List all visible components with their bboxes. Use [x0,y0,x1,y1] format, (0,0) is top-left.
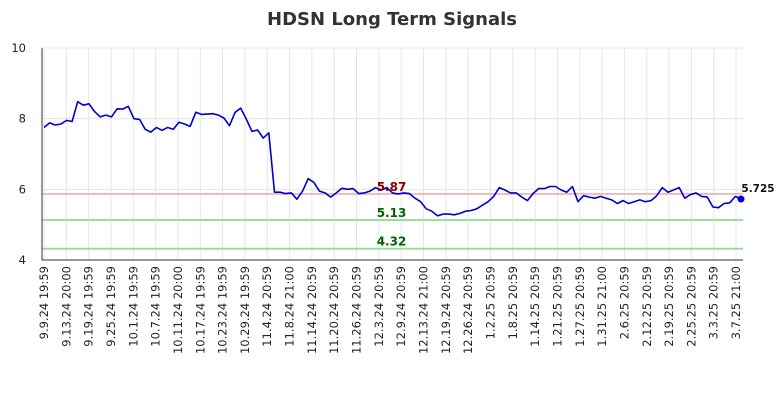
x-tick-label: 1.2.25 20:59 [483,266,497,339]
x-tick-label: 9.13.24 20:00 [59,266,73,347]
x-tick-label: 12.3.24 20:59 [372,266,386,347]
x-tick-labels: 9.9.24 19:59 9.13.24 20:00 9.19.24 19:59 9.… [37,266,743,354]
x-tick-label: 10.29.24 19:59 [238,266,252,354]
x-tick-label: 10.7.24 19:59 [149,266,163,347]
y-tick-label: 4 [19,253,26,267]
y-tick-labels: 4 6 8 10 [11,41,26,267]
x-tick-label: 1.14.25 20:59 [528,266,542,347]
grid-lines [42,47,743,261]
x-tick-label: 9.9.24 19:59 [37,266,51,339]
signal-label: 4.32 [377,235,407,249]
x-tick-label: 3.7.25 21:00 [729,266,743,339]
x-tick-label: 12.19.24 20:59 [439,266,453,354]
x-tick-label: 2.19.25 20:59 [662,266,676,347]
x-tick-label: 11.20.24 20:59 [327,266,341,354]
x-tick-label: 2.25.25 20:59 [684,266,698,347]
x-tick-label: 10.17.24 19:59 [193,266,207,354]
x-tick-label: 11.26.24 20:59 [350,266,364,354]
annotations: 5.87 5.13 4.32 5.725 [377,180,775,249]
x-tick-label: 11.14.24 20:59 [305,266,319,354]
x-tick-label: 1.8.25 20:59 [506,266,520,339]
x-tick-label: 2.6.25 20:59 [617,266,631,339]
x-tick-label: 11.4.24 20:59 [260,266,274,347]
signal-lines [42,193,743,250]
x-tick-label: 10.11.24 20:00 [171,266,185,354]
x-tick-label: 12.26.24 20:59 [461,266,475,354]
series-line [43,100,742,217]
signal-label: 5.87 [377,180,407,194]
price-series [43,100,745,217]
x-tick-label: 10.1.24 19:59 [126,266,140,347]
x-tick-label: 12.9.24 20:59 [394,266,408,347]
x-tick-label: 10.23.24 19:59 [216,266,230,354]
x-tick-label: 2.12.25 20:59 [640,266,654,347]
x-tick-label: 9.25.24 19:59 [104,266,118,347]
x-tick-label: 1.27.25 20:59 [573,266,587,347]
x-tick-label: 9.19.24 19:59 [82,266,96,347]
x-tick-label: 11.8.24 21:00 [283,266,297,347]
last-point-marker [737,195,745,203]
signal-label: 5.13 [377,206,407,220]
x-tick-label: 12.13.24 21:00 [417,266,431,354]
x-tick-label: 3.3.25 20:59 [707,266,721,339]
chart-title: HDSN Long Term Signals [267,9,517,30]
x-tick-label: 1.21.25 20:59 [550,266,564,347]
y-tick-label: 8 [19,112,26,126]
y-tick-label: 6 [19,182,26,196]
x-tick-label: 1.31.25 21:00 [595,266,609,347]
axes [41,48,743,261]
y-tick-label: 10 [11,41,26,55]
last-point-label: 5.725 [741,183,774,195]
